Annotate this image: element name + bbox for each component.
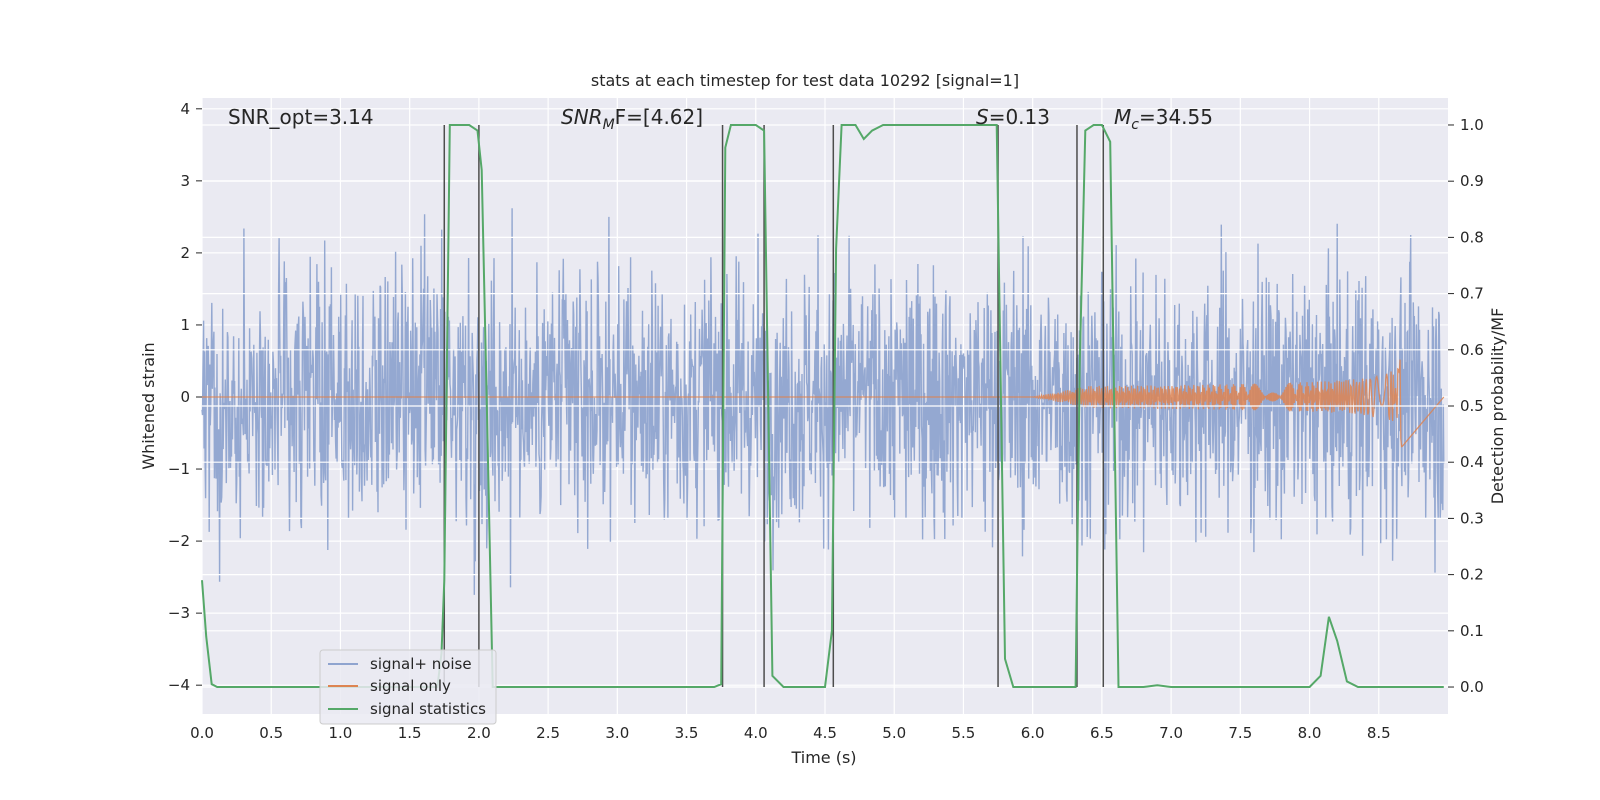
y2-tick-label: 0.9: [1460, 172, 1484, 190]
y-tick-label: 3: [180, 172, 190, 190]
y2-tick-label: 0.7: [1460, 285, 1484, 303]
y2-tick-label: 0.0: [1460, 678, 1484, 696]
annotation-mc: Mc=34.55: [1114, 105, 1213, 133]
x-tick-label: 5.0: [882, 724, 906, 742]
x-axis-ticks: 0.0 0.5 1.0 1.5 2.0 2.5 3.0 3.5 4.0 4.5 5.0 5.5 6.0 6…: [190, 724, 1391, 742]
x-tick-label: 7.0: [1159, 724, 1183, 742]
x-tick-label: 8.0: [1298, 724, 1322, 742]
y-tick-label: −4: [168, 676, 190, 694]
legend: signal+ noise signal only signal statist…: [319, 649, 497, 725]
x-tick-label: 5.5: [952, 724, 976, 742]
x-axis-label: Time (s): [790, 748, 856, 767]
legend-box: [319, 649, 497, 725]
annotation-mc-main: M: [1114, 105, 1131, 129]
y-tick-label: −3: [168, 604, 190, 622]
signal-only-line: [202, 359, 1445, 448]
x-tick-label: 2.0: [467, 724, 491, 742]
legend-label-signal-only: signal only: [370, 677, 451, 695]
signal-only-series: [202, 359, 1445, 448]
annotations: SNR_opt=3.14 SNRMF=[4.62] S=0.13 Mc=34.5…: [228, 105, 1213, 133]
annotation-s-rest: =0.13: [989, 105, 1050, 129]
x-tick-label: 4.0: [744, 724, 768, 742]
chart-title: stats at each timestep for test data 102…: [591, 71, 1019, 90]
signal-noise-line: [201, 208, 1445, 595]
signal-statistics-series: [201, 124, 1444, 688]
annotation-snr-mf-main: SNR: [561, 105, 603, 129]
y2-tick-label: 0.1: [1460, 622, 1484, 640]
y-tick-label: 4: [180, 100, 190, 118]
y-axis-label: Whitened strain: [139, 342, 158, 469]
y-tick-label: −2: [168, 532, 190, 550]
y2-tick-label: 0.8: [1460, 228, 1484, 246]
annotation-snr-mf-rest: F=[4.62]: [615, 105, 703, 129]
x-tick-label: 6.0: [1021, 724, 1045, 742]
x-tick-label: 0.0: [190, 724, 214, 742]
annotation-mc-sub: c: [1131, 117, 1139, 133]
y2-tick-label: 0.6: [1460, 341, 1484, 359]
annotation-snr-mf-sub: M: [603, 117, 615, 133]
y-tick-label: −1: [168, 460, 190, 478]
annotation-s-main: S: [976, 105, 989, 129]
y2-tick-label: 0.2: [1460, 566, 1484, 584]
y-axis-ticks: 4 3 2 1 0 −1 −2 −3 −4: [168, 100, 202, 694]
x-tick-label: 3.5: [675, 724, 699, 742]
legend-label-signal-statistics: signal statistics: [370, 700, 486, 718]
y2-axis-label: Detection probability/MF: [1488, 308, 1507, 505]
x-tick-label: 4.5: [813, 724, 837, 742]
annotation-s: S=0.13: [976, 105, 1050, 129]
signal-statistics-line: [201, 124, 1444, 688]
annotation-snr-mf: SNRMF=[4.62]: [561, 105, 703, 133]
y2-axis-ticks: 1.0 0.9 0.8 0.7 0.6 0.5 0.4 0.3 0.2 0.1 0.0: [1448, 116, 1484, 696]
legend-label-signal-noise: signal+ noise: [370, 655, 472, 673]
y-tick-label: 1: [180, 316, 190, 334]
x-tick-label: 0.5: [259, 724, 283, 742]
y2-tick-label: 0.4: [1460, 453, 1484, 471]
x-tick-label: 1.5: [398, 724, 422, 742]
x-tick-label: 3.0: [605, 724, 629, 742]
x-tick-label: 6.5: [1090, 724, 1114, 742]
x-tick-label: 2.5: [536, 724, 560, 742]
y-tick-label: 2: [180, 244, 190, 262]
x-tick-label: 1.0: [329, 724, 353, 742]
annotation-mc-rest: =34.55: [1139, 105, 1213, 129]
y2-tick-label: 0.3: [1460, 509, 1484, 527]
annotation-snr-opt: SNR_opt=3.14: [228, 105, 374, 129]
signal-noise-series: [201, 208, 1445, 595]
x-tick-label: 8.5: [1367, 724, 1391, 742]
y2-tick-label: 1.0: [1460, 116, 1484, 134]
y2-tick-label: 0.5: [1460, 397, 1484, 415]
y-tick-label: 0: [180, 388, 190, 406]
x-tick-label: 7.5: [1228, 724, 1252, 742]
